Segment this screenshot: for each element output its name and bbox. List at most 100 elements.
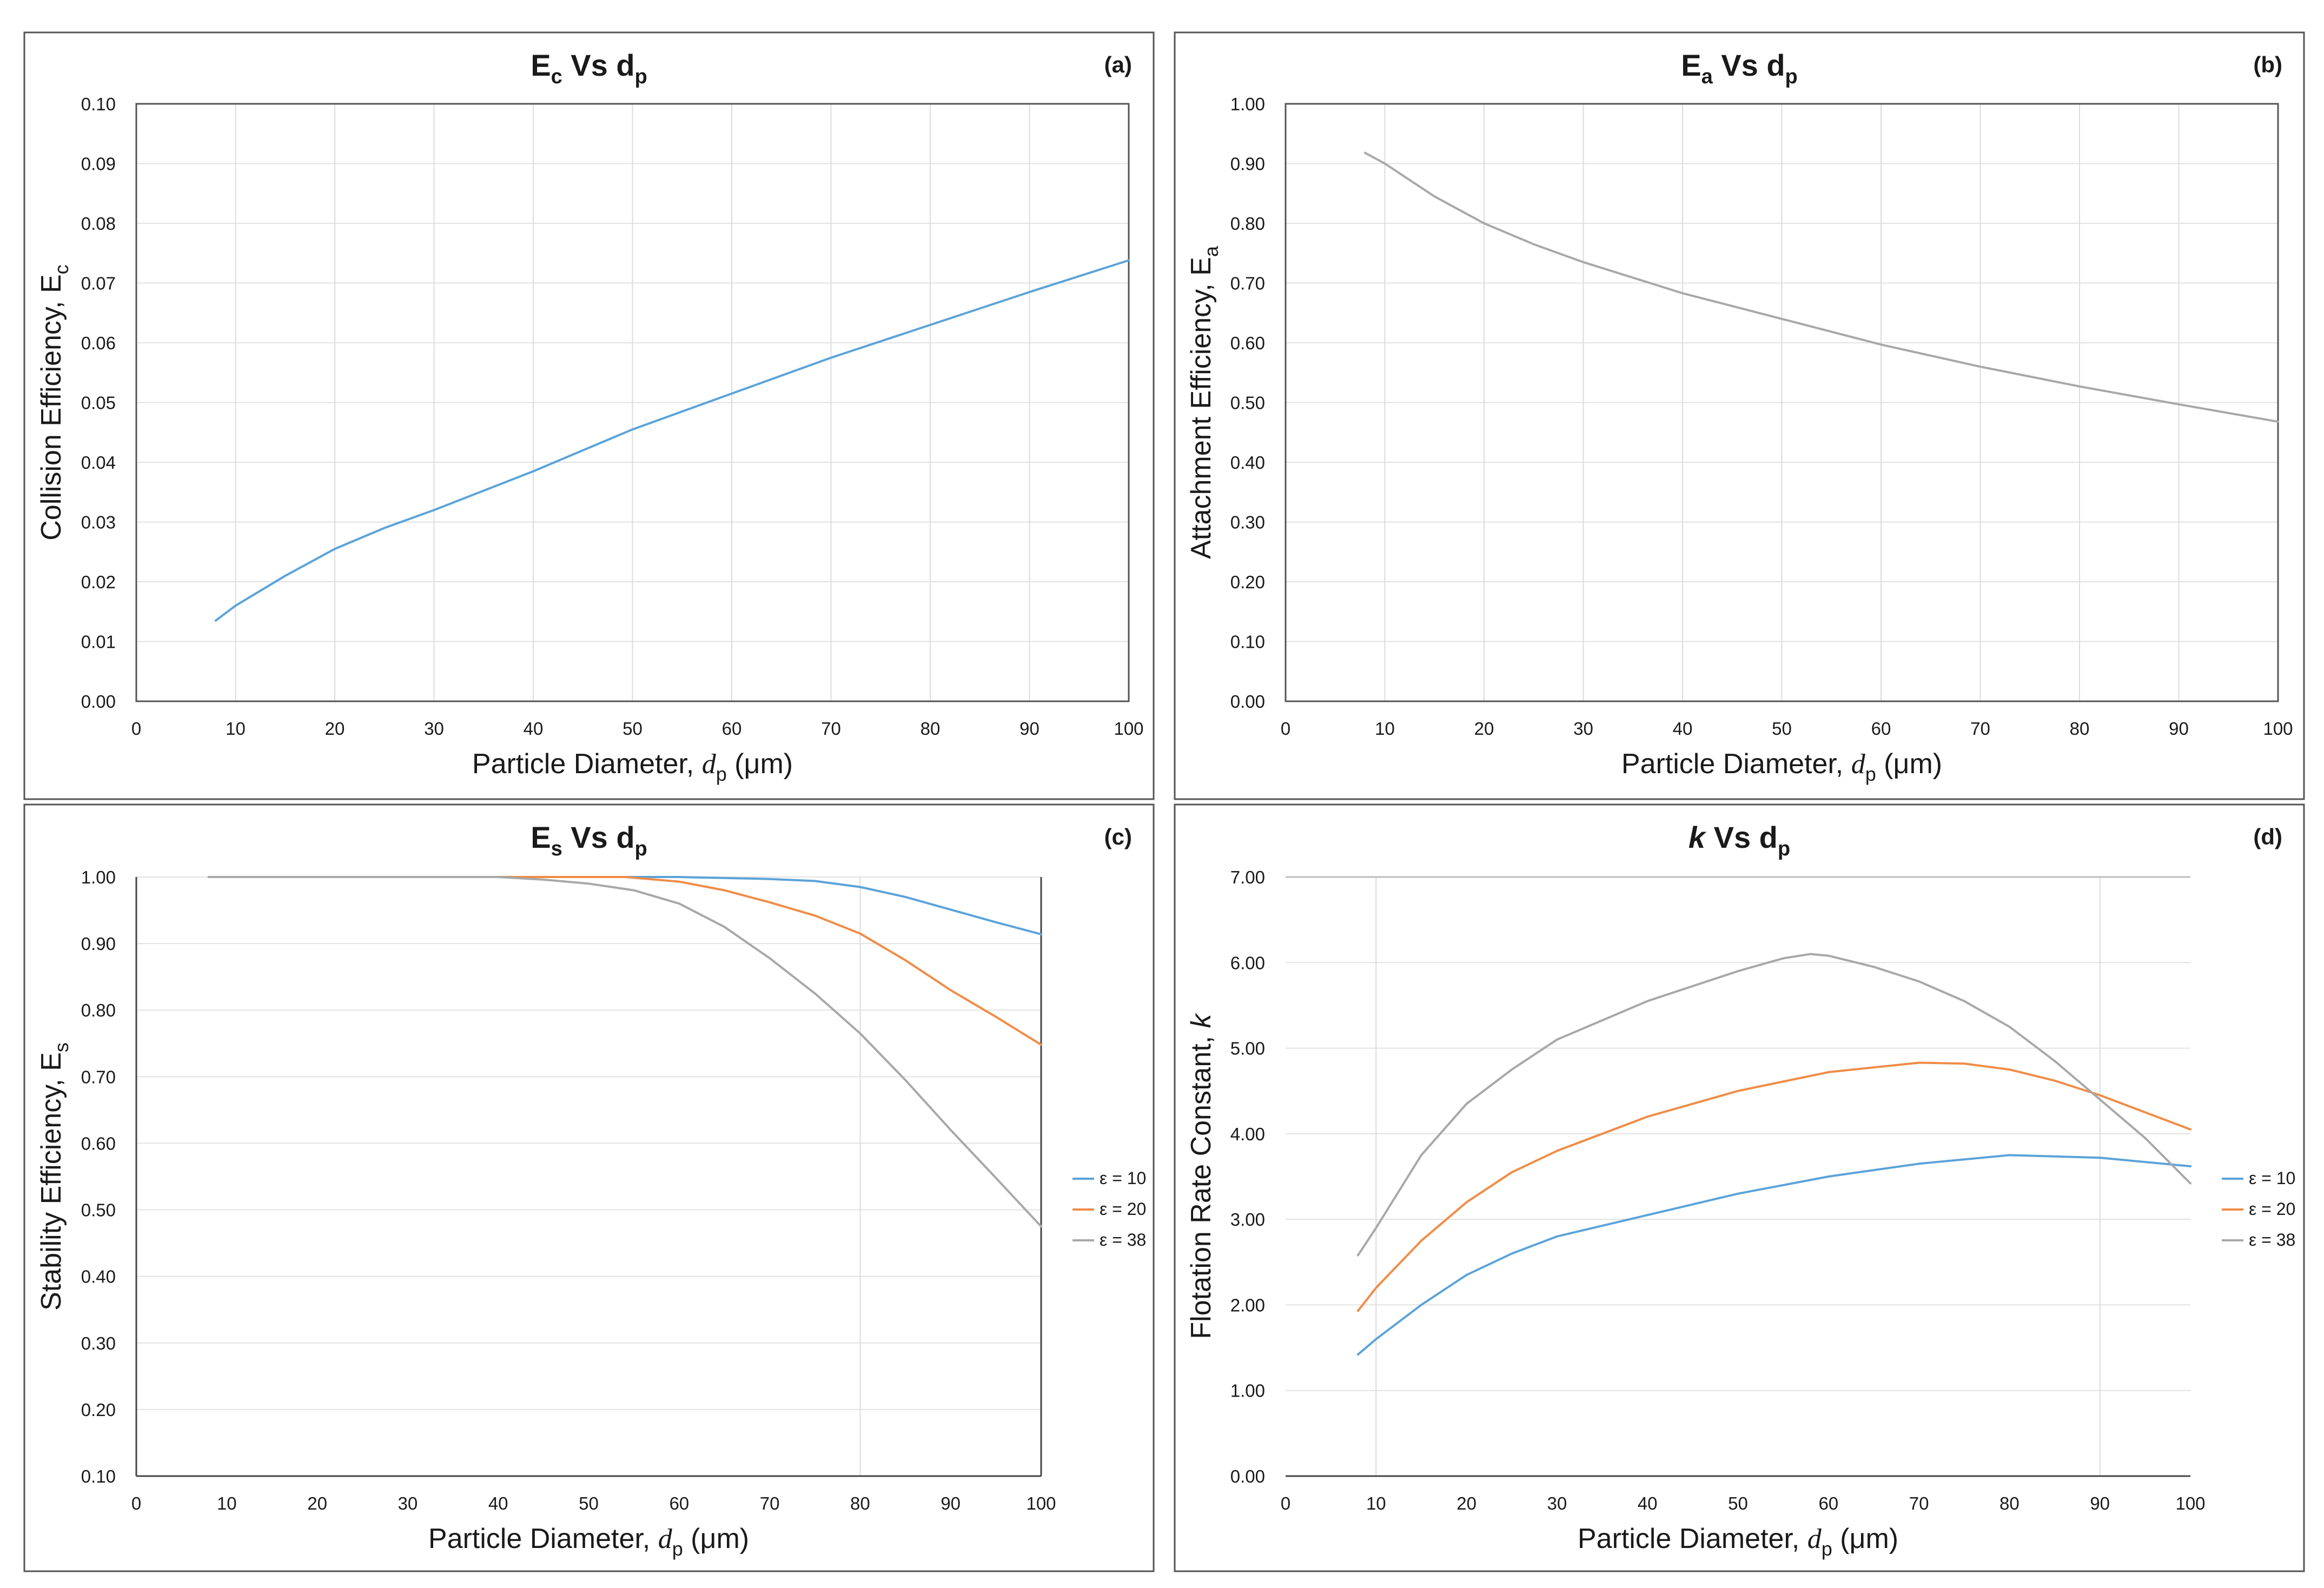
y-tick-label: 0.04 (81, 453, 116, 473)
y-label-subscript: c (50, 264, 72, 274)
y-tick-label: 0.00 (1230, 1466, 1265, 1486)
x-tick-label: 60 (1818, 1493, 1838, 1513)
x-tick-label: 70 (1970, 719, 1990, 739)
y-label-subscript: a (1200, 245, 1222, 257)
y-tick-label: 1.00 (81, 867, 116, 887)
chart-title: k Vs dp (1689, 820, 1790, 860)
y-tick-label: 0.09 (81, 154, 116, 174)
chart-panel-1: 0.00 0.10 0.20 0.30 0.40 0.50 0.60 0.70 0.80 0.90… (1174, 31, 2305, 800)
x-tick-label: 100 (1114, 719, 1143, 739)
legend-label: ε = 10 (2249, 1168, 2295, 1188)
x-tick-label: 30 (424, 719, 444, 739)
x-tick-label: 80 (921, 719, 941, 739)
x-tick-label: 60 (669, 1493, 689, 1513)
x-tick-label: 40 (524, 719, 544, 739)
y-tick-label: 0.07 (81, 274, 116, 294)
x-tick-label: 0 (131, 1493, 141, 1513)
title-subscript: c (551, 65, 562, 88)
y-label-text: Collision Efficiency, E (36, 274, 67, 540)
x-tick-label: 50 (1728, 1493, 1748, 1513)
panel-label: (c) (1104, 824, 1132, 849)
x-tick-label: 50 (623, 719, 643, 739)
series-line-1 (1356, 1061, 2191, 1312)
x-tick-label: 20 (1456, 1493, 1476, 1513)
y-tick-label: 0.70 (1230, 274, 1265, 294)
series-line-0 (1363, 151, 2279, 423)
x-label-var: d (1807, 1524, 1822, 1554)
y-tick-label: 0.50 (1230, 393, 1265, 413)
x-tick-label: 80 (1999, 1493, 2020, 1513)
y-tick-label: 1.00 (1230, 1381, 1265, 1401)
title-subscript: p (635, 65, 647, 88)
panel-frame (23, 31, 1155, 800)
y-label-text: Stability Efficiency, E (36, 1052, 67, 1311)
x-label-text: Particle Diameter, (428, 1523, 658, 1554)
x-label-text: Particle Diameter, (472, 748, 702, 780)
y-tick-label: 0.10 (81, 1466, 116, 1486)
x-tick-label: 90 (1019, 719, 1039, 739)
y-tick-label: 0.08 (81, 214, 116, 234)
title-subscript: s (551, 838, 562, 860)
chart-panel-3: 0.00 1.00 2.00 3.00 4.00 5.00 6.00 7.00 0 10 20 30 4… (1174, 803, 2305, 1572)
title-main: E (531, 48, 551, 82)
x-tick-label: 60 (1871, 719, 1891, 739)
y-tick-label: 0.60 (81, 1133, 116, 1153)
title-main: k (1689, 820, 1707, 854)
panel-frame (23, 803, 1155, 1572)
chart-title: Ec Vs dp (531, 48, 647, 88)
x-label-text: Particle Diameter, (1578, 1523, 1807, 1554)
series-line-0 (207, 876, 1042, 935)
y-tick-label: 0.20 (81, 1400, 116, 1420)
legend-label: ε = 20 (1100, 1199, 1146, 1219)
y-tick-label: 0.40 (1230, 453, 1265, 473)
y-tick-label: 0.30 (81, 1333, 116, 1353)
title-mid: Vs d (562, 820, 635, 854)
x-tick-label: 100 (2175, 1493, 2205, 1513)
y-tick-label: 5.00 (1230, 1039, 1265, 1059)
x-tick-label: 10 (1366, 1493, 1386, 1513)
plot-frame (1285, 103, 2279, 702)
x-tick-label: 20 (1474, 719, 1494, 739)
x-tick-label: 10 (217, 1493, 237, 1513)
y-label-text: Attachment Efficiency, E (1186, 257, 1217, 559)
x-tick-label: 80 (2070, 719, 2090, 739)
x-label-unit: (μm) (683, 1523, 749, 1554)
y-tick-label: 0.40 (81, 1267, 116, 1287)
legend-label: ε = 38 (2249, 1230, 2295, 1250)
y-tick-label: 1.00 (1230, 94, 1265, 114)
x-label-text: Particle Diameter, (1621, 748, 1851, 780)
series-line-1 (207, 876, 1042, 1046)
x-label-unit: (μm) (1876, 748, 1942, 780)
x-tick-label: 0 (1281, 1493, 1290, 1513)
panel-frame (1174, 31, 2305, 800)
chart-panel-0: 0.00 0.01 0.02 0.03 0.04 0.05 0.06 0.07 0.08 0.09… (23, 31, 1155, 800)
title-mid: Vs d (562, 48, 635, 82)
y-tick-label: 4.00 (1230, 1124, 1265, 1144)
x-tick-label: 10 (226, 719, 246, 739)
x-tick-label: 100 (2263, 719, 2293, 739)
title-main: E (1681, 48, 1701, 82)
chart-panel-2: 0.10 0.20 0.30 0.40 0.50 0.60 0.70 0.80 0.90 1.00… (23, 803, 1155, 1572)
y-tick-label: 0.00 (1230, 692, 1265, 712)
x-label-var: d (1851, 749, 1866, 780)
y-tick-label: 0.80 (81, 1000, 116, 1020)
x-tick-label: 50 (1772, 719, 1792, 739)
x-axis-label: Particle Diameter, dp (μm) (1621, 748, 1942, 785)
x-tick-label: 100 (1026, 1493, 1056, 1513)
y-tick-label: 7.00 (1230, 867, 1265, 887)
y-tick-label: 0.90 (81, 934, 116, 954)
y-tick-label: 0.10 (1230, 632, 1265, 652)
y-tick-label: 0.70 (81, 1067, 116, 1087)
series-line-2 (1356, 953, 2191, 1257)
x-tick-label: 90 (2090, 1493, 2110, 1513)
x-tick-label: 60 (722, 719, 742, 739)
y-axis-label: Flotation Rate Constant, k (1186, 1012, 1217, 1339)
y-axis-label: Attachment Efficiency, Ea (1186, 245, 1222, 559)
y-tick-label: 0.20 (1230, 572, 1265, 592)
y-tick-label: 0.90 (1230, 154, 1265, 174)
y-tick-label: 0.10 (81, 94, 116, 114)
x-tick-label: 0 (1281, 719, 1290, 739)
legend-label: ε = 10 (1100, 1168, 1146, 1188)
y-tick-label: 0.80 (1230, 214, 1265, 234)
